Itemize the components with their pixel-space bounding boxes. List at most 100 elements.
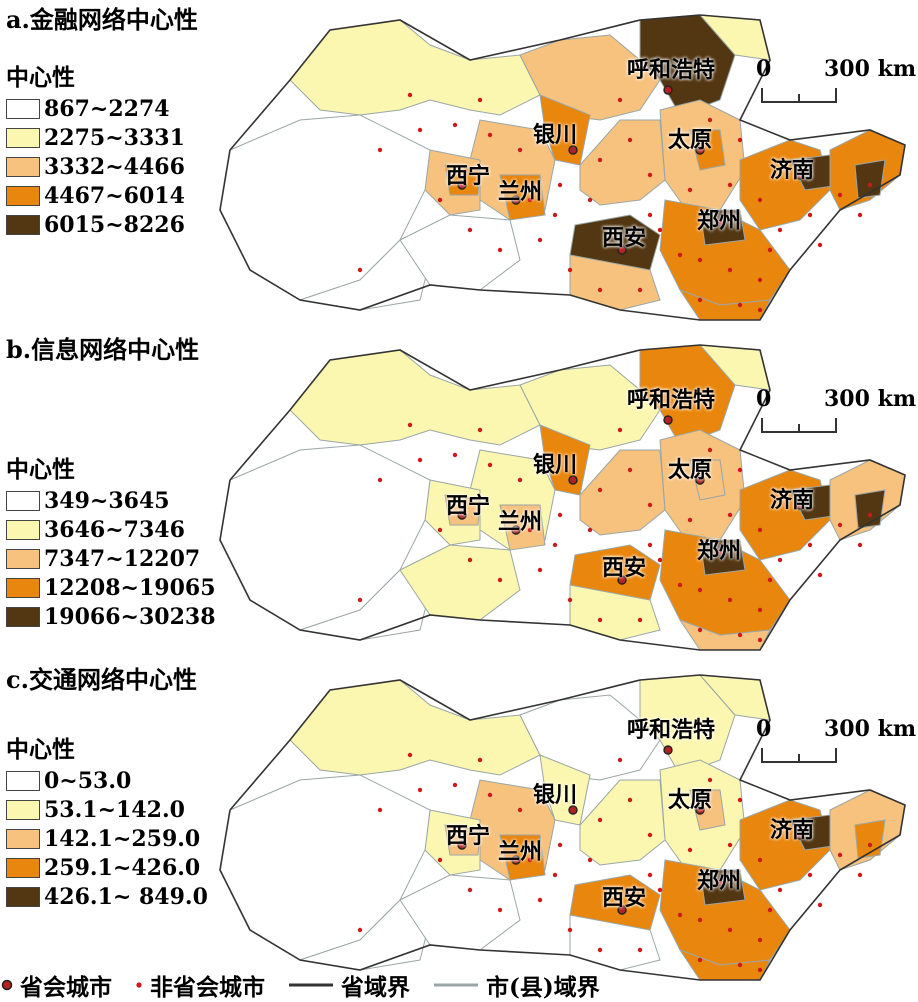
legend-label: 867~2274 [44, 95, 170, 122]
non-capital-city-dot [597, 157, 603, 163]
legend-label: 12208~19065 [44, 574, 216, 601]
non-capital-city-dot [657, 227, 663, 233]
non-capital-city-dot [597, 487, 603, 493]
region-lanzhou-region [499, 174, 546, 221]
non-capital-city-dot [552, 872, 558, 878]
city-label-xining: 西宁 [446, 823, 491, 849]
capital-city-marker [457, 510, 467, 520]
non-capital-city-dot [587, 197, 593, 203]
non-capital-city-dot [527, 197, 533, 203]
non-capital-city-dot [497, 247, 503, 253]
city-label-yinchuan: 银川 [533, 122, 578, 148]
legend-non-capital-label: 非省会城市 [150, 973, 265, 1001]
city-label-lanzhou: 兰州 [498, 509, 543, 535]
non-capital-city-dot [697, 957, 703, 963]
scale-zero-label: 0 [756, 386, 772, 412]
capital-city-marker [695, 475, 705, 485]
city-label-yinchuan: 银川 [533, 782, 578, 808]
non-capital-city-dot [487, 462, 493, 468]
legend-swatch [6, 577, 40, 598]
city-label-taiyuan: 太原 [668, 127, 713, 153]
legend-swatch [6, 857, 40, 878]
non-capital-city-dot [857, 542, 863, 548]
legend-row: 349~3645 [6, 486, 216, 515]
city-label-huhehaote: 呼和浩特 [627, 387, 716, 413]
legend-row: 3646~7346 [6, 515, 216, 544]
panel-title: a.金融网络中心性 [6, 5, 198, 34]
non-capital-city-dot [677, 252, 683, 258]
non-capital-city-dot [587, 857, 593, 863]
capital-city-marker [715, 547, 725, 557]
non-capital-city-dot [737, 797, 743, 803]
non-capital-city-dot [737, 632, 743, 638]
scale-bar: 0 300 km [756, 56, 916, 106]
non-capital-city-dot [677, 912, 683, 918]
non-capital-city-dot [707, 117, 713, 123]
non-capital-city-dot [627, 137, 633, 143]
legend-swatch [6, 98, 40, 119]
non-capital-city-dot [527, 527, 533, 533]
legend-label: 259.1~426.0 [44, 854, 201, 881]
non-capital-city-dot [817, 902, 823, 908]
non-capital-city-dot [757, 527, 763, 533]
legend-label: 53.1~142.0 [44, 796, 185, 823]
non-capital-city-dot [697, 587, 703, 593]
non-capital-city-dot [452, 452, 458, 458]
non-capital-city-dot [817, 572, 823, 578]
region-henan-south [678, 288, 771, 321]
region-ningxia [539, 94, 591, 166]
non-capital-city-dot [617, 97, 623, 103]
legend-row: 3332~4466 [6, 152, 185, 181]
capital-city-marker [663, 415, 673, 425]
legend-title: 中心性 [6, 64, 75, 91]
region-ningxia [539, 424, 591, 496]
capital-city-marker [568, 475, 578, 485]
class-legend: 中心性 0~53.0 53.1~142.0 142.1~259.0 259.1~426.… [6, 730, 208, 911]
non-capital-city-dot [727, 597, 733, 603]
capital-city-marker [695, 805, 705, 815]
region-inner-mongolia-west [289, 679, 541, 776]
legend-label: 7347~12207 [44, 545, 201, 572]
non-capital-city-dot [537, 897, 543, 903]
non-capital-city-dot [517, 147, 523, 153]
legend-row: 6015~8226 [6, 210, 185, 239]
city-label-jinan: 济南 [770, 157, 815, 183]
non-capital-city-dot [757, 197, 763, 203]
non-capital-city-dot [757, 637, 763, 643]
non-capital-city-dot [567, 597, 573, 603]
capital-city-marker [795, 170, 805, 180]
non-capital-city-dot [837, 852, 843, 858]
legend-swatch [6, 770, 40, 791]
capital-city-marker [568, 805, 578, 815]
legend-swatch [6, 185, 40, 206]
legend-swatch [6, 519, 40, 540]
city-label-xian: 西安 [602, 885, 647, 911]
class-legend: 中心性 349~3645 3646~7346 7347~12207 12208~1906… [6, 450, 216, 631]
non-capital-city-dot [647, 542, 653, 548]
region-shaanxi-south [569, 584, 661, 641]
non-capital-city-dot [757, 307, 763, 313]
legend-row: 7347~12207 [6, 544, 216, 573]
region-zhengzhou-region [699, 209, 746, 246]
non-capital-city-dot [817, 242, 823, 248]
legend-row: 53.1~142.0 [6, 795, 208, 824]
city-label-zhengzhou: 郑州 [697, 208, 742, 234]
legend-row: 4467~6014 [6, 181, 185, 210]
city-label-zhengzhou: 郑州 [697, 538, 742, 564]
non-capital-city-dot [407, 92, 413, 98]
region-shaanxi-north [579, 119, 666, 206]
non-capital-city-dot [807, 212, 813, 218]
capital-city-marker [617, 245, 627, 255]
non-capital-city-dot [357, 597, 363, 603]
map-panel-information: b.信息网络中心性 呼和浩特 银川 太原 西宁 兰州 济南 郑州 西安 0 300 km 中心性 349… [0, 330, 918, 657]
non-capital-city-dot [407, 752, 413, 758]
legend-label: 4467~6014 [44, 182, 185, 209]
capital-city-marker [511, 855, 521, 865]
non-capital-city-dot [617, 427, 623, 433]
scale-bar-line [761, 748, 837, 763]
non-capital-city-dot [517, 807, 523, 813]
region-shaanxi-south [569, 914, 661, 971]
non-capital-city-dot [497, 907, 503, 913]
legend-row: 12208~19065 [6, 573, 216, 602]
non-capital-city-dot [737, 467, 743, 473]
